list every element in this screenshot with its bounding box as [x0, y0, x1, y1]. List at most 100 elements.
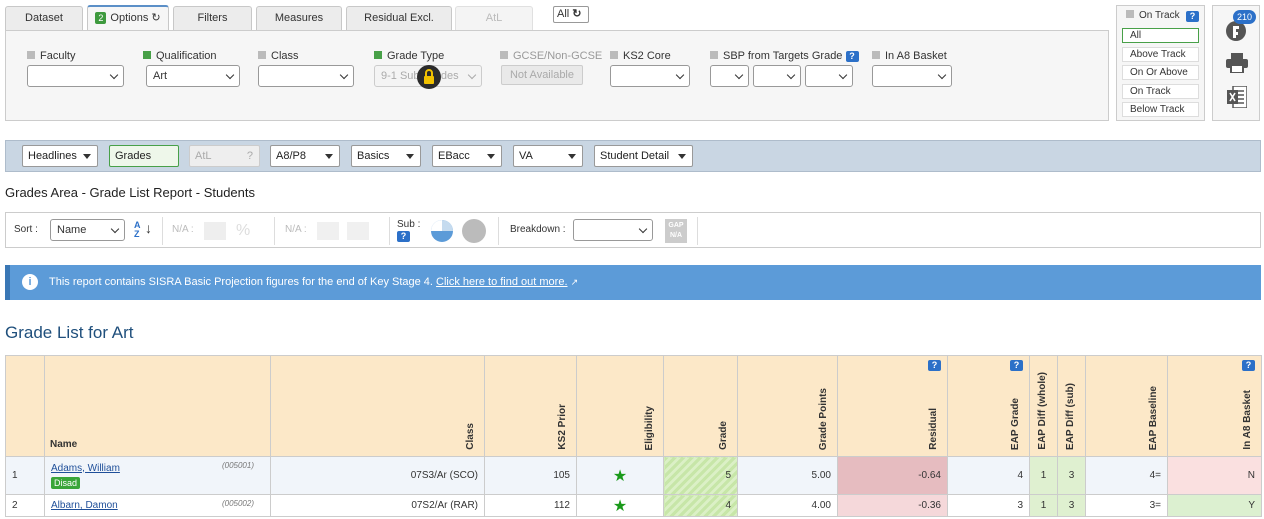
- track-option-on-or-above[interactable]: On Or Above: [1122, 65, 1199, 80]
- track-option-above[interactable]: Above Track: [1122, 47, 1199, 62]
- faculty-label: Faculty: [27, 50, 75, 62]
- class-label: Class: [258, 50, 299, 62]
- student-link[interactable]: Adams, William: [51, 462, 120, 474]
- info-link[interactable]: Click here to find out more.: [436, 276, 568, 288]
- tab-options[interactable]: 2 Options ↻: [87, 5, 169, 31]
- track-option-on-track[interactable]: On Track: [1122, 84, 1199, 99]
- faculty-select[interactable]: [27, 65, 124, 87]
- col-header-eap-diff-sub[interactable]: EAP Diff (sub): [1057, 355, 1086, 457]
- table-row: 2 Albarn, Damon (005002) 07S2/Ar (RAR) 1…: [5, 494, 1262, 517]
- notification-count-badge: 210: [1233, 10, 1256, 24]
- divider: [697, 217, 698, 245]
- percent-icon: %: [236, 222, 251, 239]
- name-cell: Adams, William (005001) Disad: [44, 456, 271, 495]
- col-header-ks2[interactable]: KS2 Prior: [484, 355, 577, 457]
- col-header-name[interactable]: Name: [44, 355, 271, 457]
- nav-va[interactable]: VA: [513, 145, 583, 167]
- tab-label: Measures: [274, 12, 324, 24]
- breakdown-select[interactable]: [573, 219, 653, 241]
- class-cell: 07S2/Ar (RAR): [270, 494, 485, 517]
- col-header-class[interactable]: Class: [270, 355, 485, 457]
- help-icon: ?: [246, 150, 253, 162]
- qualification-value: Art: [153, 70, 168, 82]
- nav-basics[interactable]: Basics: [351, 145, 421, 167]
- info-banner: i This report contains SISRA Basic Proje…: [5, 265, 1261, 300]
- eap-grade-cell: 4: [947, 456, 1030, 495]
- print-icon[interactable]: [1226, 53, 1248, 74]
- col-header-residual[interactable]: ? Residual: [837, 355, 948, 457]
- tab-label: Filters: [197, 12, 228, 24]
- sort-select[interactable]: Name: [50, 219, 125, 241]
- ks2-core-select[interactable]: [610, 65, 690, 87]
- a8-basket-cell: N: [1167, 456, 1262, 495]
- col-header-eap-diff-whole[interactable]: EAP Diff (whole): [1029, 355, 1058, 457]
- eligibility-cell: ★: [576, 494, 664, 517]
- nav-atl: AtL?: [189, 145, 260, 167]
- nav-a8p8[interactable]: A8/P8: [270, 145, 340, 167]
- help-icon[interactable]: ?: [1186, 11, 1199, 22]
- report-toolbar: Sort : Name A Z ↓ N/A : % N/A : Sub : ? Br…: [5, 212, 1261, 248]
- name-cell: Albarn, Damon (005002): [44, 494, 271, 517]
- pie-chart-icon[interactable]: [430, 219, 454, 243]
- tab-measures[interactable]: Measures: [256, 6, 342, 30]
- chart-icon: [317, 222, 339, 240]
- col-header-num: [5, 355, 45, 457]
- qualification-select[interactable]: Art: [146, 65, 240, 87]
- class-cell: 07S3/Ar (SCO): [270, 456, 485, 495]
- tools-panel: 210: [1212, 5, 1260, 121]
- grade-cell: 5: [663, 456, 738, 495]
- nav-headlines[interactable]: Headlines: [22, 145, 98, 167]
- table-header-row: Name Class KS2 Prior Eligibility Grade G…: [5, 355, 1262, 457]
- sub-label: Sub :: [397, 219, 421, 230]
- sbp-select-1[interactable]: [710, 65, 749, 87]
- eap-grade-cell: 3: [947, 494, 1030, 517]
- chart-icon: [347, 222, 369, 240]
- track-option-below[interactable]: Below Track: [1122, 102, 1199, 117]
- star-icon: ★: [612, 497, 628, 515]
- nav-ebacc[interactable]: EBacc: [432, 145, 502, 167]
- row-number: 2: [5, 494, 45, 517]
- a8-basket-cell: Y: [1167, 494, 1262, 517]
- tab-label: AtL: [485, 12, 503, 24]
- student-id: (005001): [221, 461, 254, 470]
- track-option-all[interactable]: All: [1122, 28, 1199, 43]
- tab-atl: AtL: [455, 6, 533, 30]
- sbp-select-3[interactable]: [805, 65, 853, 87]
- breakdown-label: Breakdown :: [510, 224, 566, 235]
- eap-baseline-cell: 4=: [1085, 456, 1168, 495]
- sort-direction-icon[interactable]: A Z ↓: [134, 220, 152, 239]
- excel-export-icon[interactable]: [1227, 85, 1248, 109]
- col-header-grade[interactable]: Grade: [663, 355, 738, 457]
- help-icon[interactable]: ?: [397, 231, 410, 242]
- tab-residual-excl[interactable]: Residual Excl.: [346, 6, 452, 30]
- col-header-eap-grade[interactable]: ? EAP Grade: [947, 355, 1030, 457]
- ks2-cell: 112: [484, 494, 577, 517]
- refresh-icon: ↻: [572, 8, 582, 20]
- notifications-icon[interactable]: [1225, 18, 1247, 42]
- nav-grades[interactable]: Grades: [109, 145, 179, 167]
- star-icon: ★: [612, 467, 628, 485]
- tab-dataset[interactable]: Dataset: [5, 6, 83, 30]
- na-label-1: N/A :: [172, 224, 194, 235]
- a8-basket-select[interactable]: [872, 65, 952, 87]
- student-link[interactable]: Albarn, Damon: [51, 500, 118, 511]
- nav-student-detail[interactable]: Student Detail: [594, 145, 693, 167]
- col-header-a8-basket[interactable]: ? In A8 Basket: [1167, 355, 1262, 457]
- col-header-eligibility[interactable]: Eligibility: [576, 355, 664, 457]
- grade-points-cell: 5.00: [737, 456, 838, 495]
- list-title: Grade List for Art: [5, 323, 134, 342]
- col-header-grade-points[interactable]: Grade Points: [737, 355, 838, 457]
- circle-icon[interactable]: [462, 219, 486, 243]
- sbp-select-2[interactable]: [753, 65, 801, 87]
- all-toggle-button[interactable]: All ↻: [553, 6, 589, 23]
- help-icon: ?: [1242, 360, 1255, 371]
- tab-filters[interactable]: Filters: [173, 6, 252, 30]
- info-text: This report contains SISRA Basic Project…: [49, 276, 579, 288]
- gcse-not-available: Not Available: [501, 65, 583, 85]
- grade-type-label: Grade Type: [374, 50, 444, 62]
- col-header-eap-baseline[interactable]: EAP Baseline: [1085, 355, 1168, 457]
- help-icon: ?: [845, 51, 859, 62]
- tab-badge: 2: [95, 12, 107, 24]
- grade-points-cell: 4.00: [737, 494, 838, 517]
- class-select[interactable]: [258, 65, 354, 87]
